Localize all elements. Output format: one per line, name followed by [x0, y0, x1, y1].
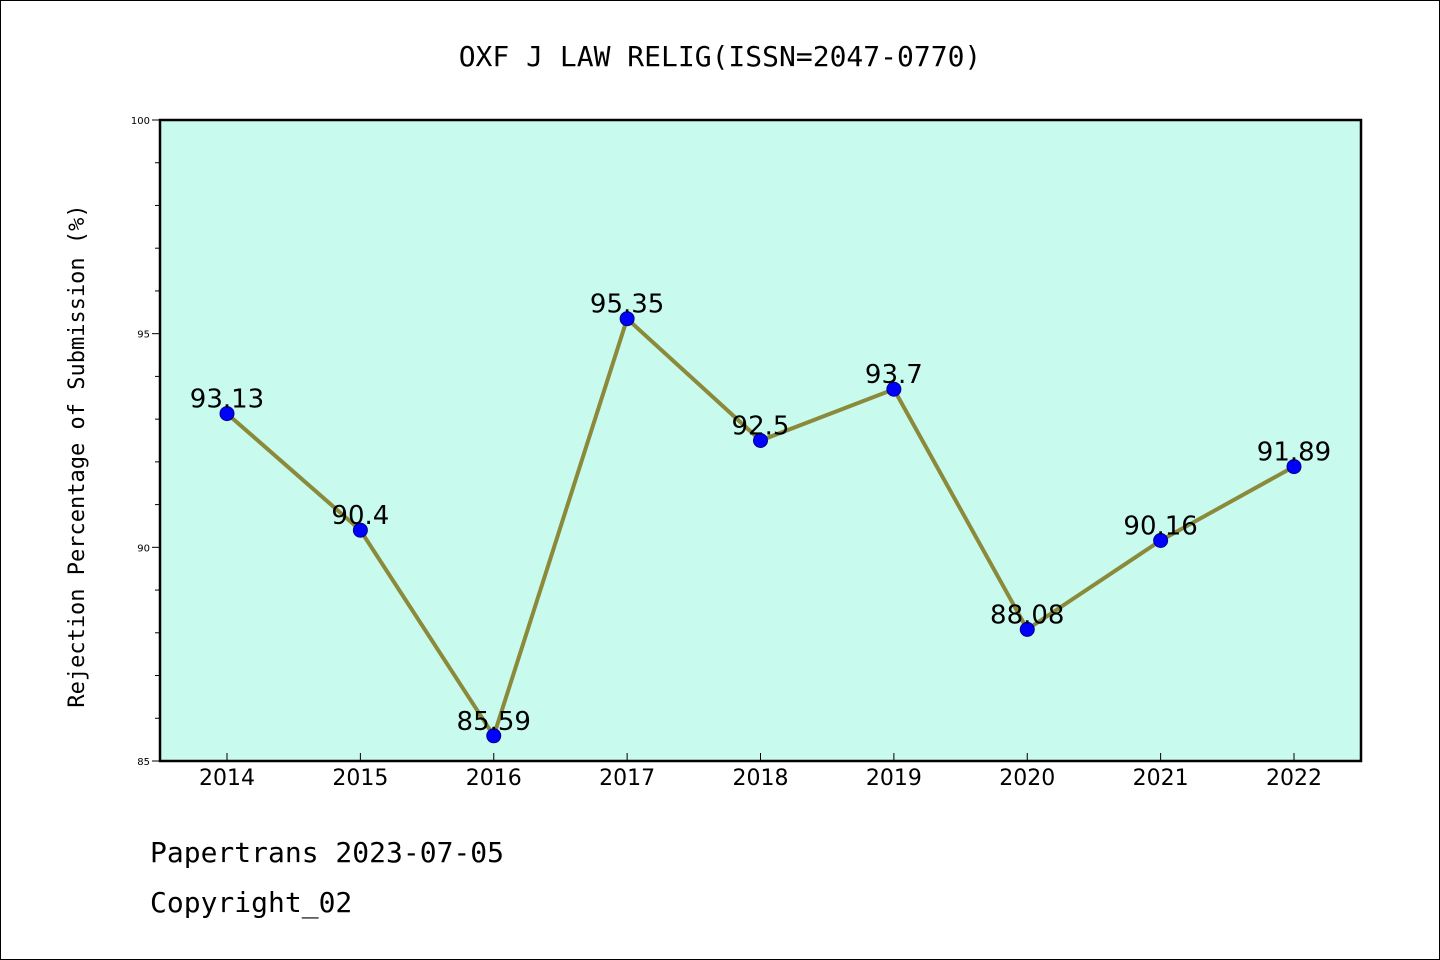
- y-tick-label: 85: [137, 757, 150, 768]
- data-label: 93.13: [190, 385, 264, 415]
- x-tick-label: 2016: [466, 766, 522, 791]
- data-point: [352, 522, 368, 538]
- data-label: 85.59: [457, 707, 531, 737]
- data-point: [486, 728, 502, 744]
- y-axis-label: Rejection Percentage of Submission (%): [65, 204, 90, 707]
- data-labels: 93.13 90.4 85.59 95.35 92.5 93.7 88.08 90.16 91.…: [190, 290, 1331, 737]
- footer-line-1: Papertrans 2023-07-05: [150, 836, 505, 869]
- data-label: 95.35: [590, 290, 664, 320]
- y-tick-label: 100: [131, 116, 150, 127]
- data-label: 92.5: [732, 412, 790, 442]
- footer-line-2: Copyright_02: [150, 886, 353, 919]
- data-point: [1153, 532, 1169, 548]
- data-label: 93.7: [865, 360, 923, 390]
- data-point: [619, 311, 635, 327]
- data-point: [219, 406, 235, 422]
- y-axis: 85 90 95 100: [131, 116, 160, 768]
- chart-title: OXF J LAW RELIG(ISSN=2047-0770): [459, 40, 982, 73]
- x-tick-label: 2014: [199, 766, 255, 791]
- x-tick-label: 2015: [332, 766, 388, 791]
- data-label: 90.16: [1123, 511, 1197, 541]
- x-tick-label: 2017: [599, 766, 655, 791]
- y-tick-label: 90: [137, 543, 150, 554]
- data-point: [1286, 459, 1302, 475]
- data-label: 91.89: [1257, 438, 1331, 468]
- y-tick-label: 95: [137, 330, 150, 341]
- data-label: 88.08: [990, 600, 1064, 630]
- data-point: [753, 433, 768, 448]
- series-line: [219, 311, 1302, 744]
- data-point: [886, 381, 902, 397]
- x-tick-label: 2019: [866, 766, 922, 791]
- x-tick-label: 2020: [999, 766, 1055, 791]
- x-tick-label: 2021: [1133, 766, 1189, 791]
- data-point: [1019, 621, 1035, 637]
- x-tick-label: 2018: [733, 766, 789, 791]
- data-label: 90.4: [331, 501, 389, 531]
- x-axis: 2014 2015 2016 2017 2018 2019 2020 2021 2022: [199, 753, 1322, 791]
- x-tick-label: 2022: [1266, 766, 1322, 791]
